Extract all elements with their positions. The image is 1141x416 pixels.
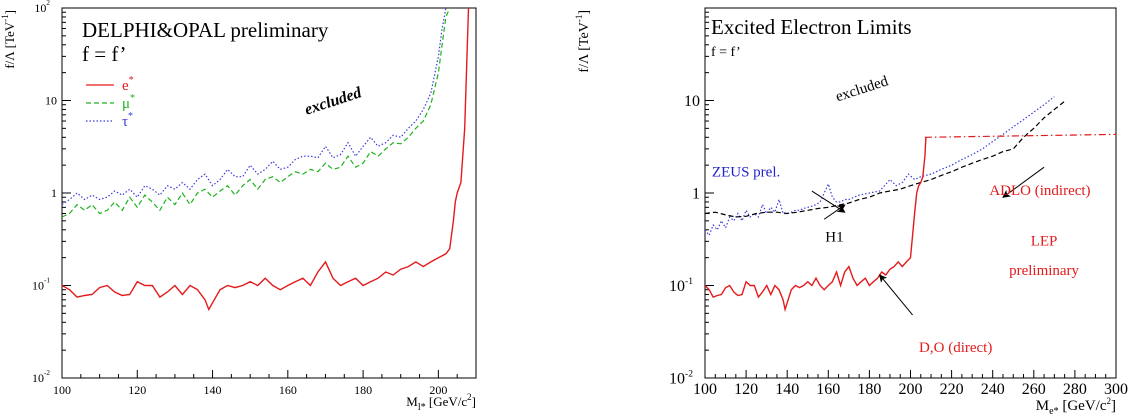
x-tick-label: 180 <box>857 381 881 398</box>
x-tick-label: 300 <box>1104 381 1128 398</box>
y-axis-title: f/Λ [TeV-1] <box>0 10 17 69</box>
chart-subtitle: f = f’ <box>711 45 741 60</box>
annotation-label: H1 <box>825 229 843 245</box>
annotation-label: preliminary <box>1009 263 1079 279</box>
svg-text:f/Λ [TeV-1]: f/Λ [TeV-1] <box>0 10 17 69</box>
y-tick-label: 10 <box>684 93 700 110</box>
x-tick-label: 100 <box>693 381 717 398</box>
chart-subtitle: f = f’ <box>82 42 126 66</box>
annotation-label: excluded <box>834 73 891 105</box>
legend-entry: τ* <box>122 111 133 130</box>
x-tick-label: 160 <box>816 381 840 398</box>
left-chart: 100 120 140 160 180 200 10-2 10-1 1 10 102 Ml* [GeV… <box>0 0 477 413</box>
y-tick-label: 102 <box>34 0 50 15</box>
x-axis-title: Me* [GeV/c2] <box>1036 396 1116 416</box>
x-tick-label: 200 <box>899 381 923 398</box>
x-tick-label: 160 <box>279 383 297 397</box>
y-tick-label: 10-2 <box>32 369 50 385</box>
excluded-label: excluded <box>303 84 365 119</box>
x-tick-label: 240 <box>981 381 1005 398</box>
x-tick-label: 220 <box>940 381 964 398</box>
y-tick-label: 1 <box>692 186 700 203</box>
annotation-arrow <box>823 204 846 220</box>
series-line-3 <box>705 137 927 313</box>
y-tick-label: 10-1 <box>32 277 50 293</box>
x-tick-label: 140 <box>204 383 222 397</box>
x-tick-label: 140 <box>775 381 799 398</box>
right-chart: 100 120 140 160 180 200 220 240 260 280 300 10-2 10-… <box>574 7 1128 416</box>
x-tick-label: 180 <box>354 383 372 397</box>
x-tick-label: 200 <box>429 383 447 397</box>
x-tick-label: 260 <box>1022 381 1046 398</box>
annotation-arrow <box>1002 166 1045 198</box>
y-tick-label: 1 <box>51 186 57 200</box>
svg-text:f/Λ [TeV-1]: f/Λ [TeV-1] <box>574 10 592 73</box>
annotation-label: LEP <box>1031 234 1058 250</box>
x-axis-title: Ml* [GeV/c2] <box>406 392 476 413</box>
legend-entry: e* <box>122 75 134 94</box>
y-tick-label: 10-2 <box>669 369 693 388</box>
chart-title: Excited Electron Limits <box>711 15 912 39</box>
y-axis-title: f/Λ [TeV-1] <box>574 10 592 73</box>
legend-entry: μ* <box>122 93 135 112</box>
series-line-2 <box>924 133 1116 138</box>
annotation-label: ZEUS prel. <box>712 165 780 181</box>
series-line-0 <box>62 8 470 312</box>
y-tick-label: 10 <box>45 94 57 108</box>
series-line-2 <box>62 8 447 206</box>
annotation-label: D,O (direct) <box>919 340 992 356</box>
x-tick-label: 100 <box>53 383 71 397</box>
y-tick-label: 10-1 <box>669 276 693 295</box>
x-tick-label: 280 <box>1063 381 1087 398</box>
chart-title: DELPHI&OPAL preliminary <box>82 18 329 42</box>
series-line-1 <box>705 100 1065 218</box>
annotation-label: ADLO (indirect) <box>989 183 1090 199</box>
x-tick-label: 120 <box>734 381 758 398</box>
annotation-arrow <box>879 274 913 316</box>
x-tick-label: 120 <box>128 383 146 397</box>
